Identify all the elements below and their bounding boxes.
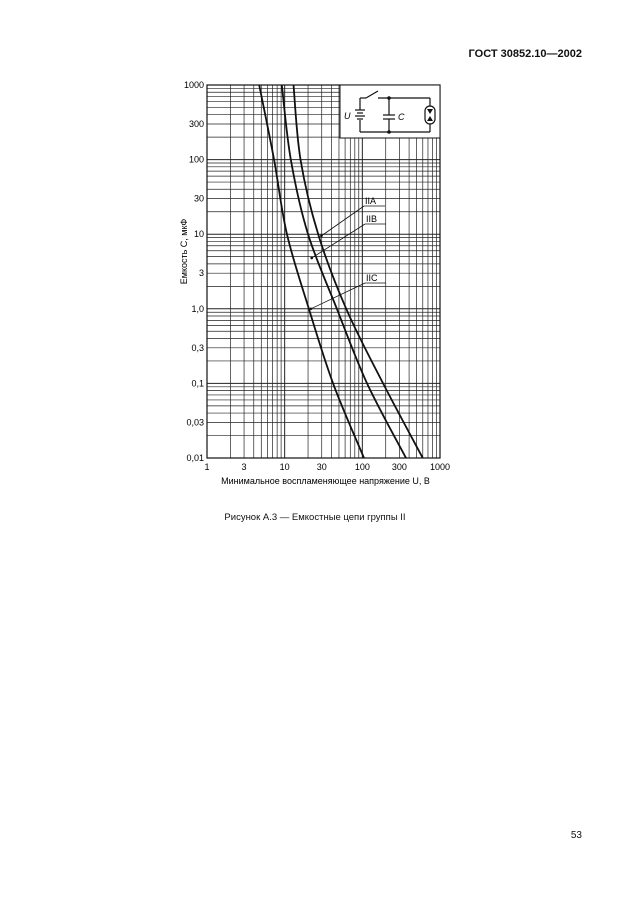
y-axis-label: Емкость C, мкФ [179, 219, 189, 285]
voltage-label: U [344, 111, 351, 121]
figure-caption: Рисунок А.3 — Емкостные цепи группы II [224, 512, 406, 523]
x-tick-label: 1 [204, 462, 209, 472]
standard-header: ГОСТ 30852.10—2002 [468, 48, 582, 60]
y-tick-label: 10 [194, 229, 204, 239]
series-label-IIB: IIB [366, 214, 377, 224]
leader-arrow [320, 234, 323, 238]
leader-arrow [310, 256, 313, 260]
curve-IIC [258, 84, 365, 459]
y-tick-label: 0,01 [186, 453, 204, 463]
capacitance-label: C [398, 112, 405, 122]
x-axis-label: Минимальное воспламеняющее напряжение U,… [221, 476, 430, 486]
spark-gap-icon [424, 105, 436, 125]
y-tick-label: 3 [199, 268, 204, 278]
series-label-IIC: IIC [366, 273, 378, 283]
leader-line [310, 282, 366, 310]
leader-line [311, 223, 366, 259]
spark-gap-icon [427, 109, 433, 121]
curve-IIB [280, 84, 407, 459]
x-tick-label: 1000 [430, 462, 450, 472]
circuit-node [387, 96, 391, 100]
plot-frame [206, 84, 441, 459]
y-tick-label: 1,0 [191, 304, 204, 314]
y-tick-label: 0,3 [191, 343, 204, 353]
x-tick-label: 300 [392, 462, 407, 472]
y-tick-label: 300 [189, 119, 204, 129]
series-label-IIA: IIA [365, 196, 376, 206]
x-tick-label: 3 [242, 462, 247, 472]
x-tick-label: 10 [280, 462, 290, 472]
y-tick-label: 0,03 [186, 417, 204, 427]
y-tick-label: 0,1 [191, 378, 204, 388]
curve-IIA [292, 84, 424, 459]
y-tick-label: 30 [194, 194, 204, 204]
y-tick-label: 100 [189, 155, 204, 165]
switch-icon [365, 90, 379, 99]
circuit-inset [339, 84, 441, 139]
circuit-node [387, 130, 391, 134]
x-tick-label: 30 [317, 462, 327, 472]
y-tick-label: 1000 [184, 80, 204, 90]
leader-line [321, 205, 365, 237]
leader-arrow [309, 307, 313, 311]
x-tick-label: 100 [355, 462, 370, 472]
page-number: 53 [570, 830, 582, 841]
